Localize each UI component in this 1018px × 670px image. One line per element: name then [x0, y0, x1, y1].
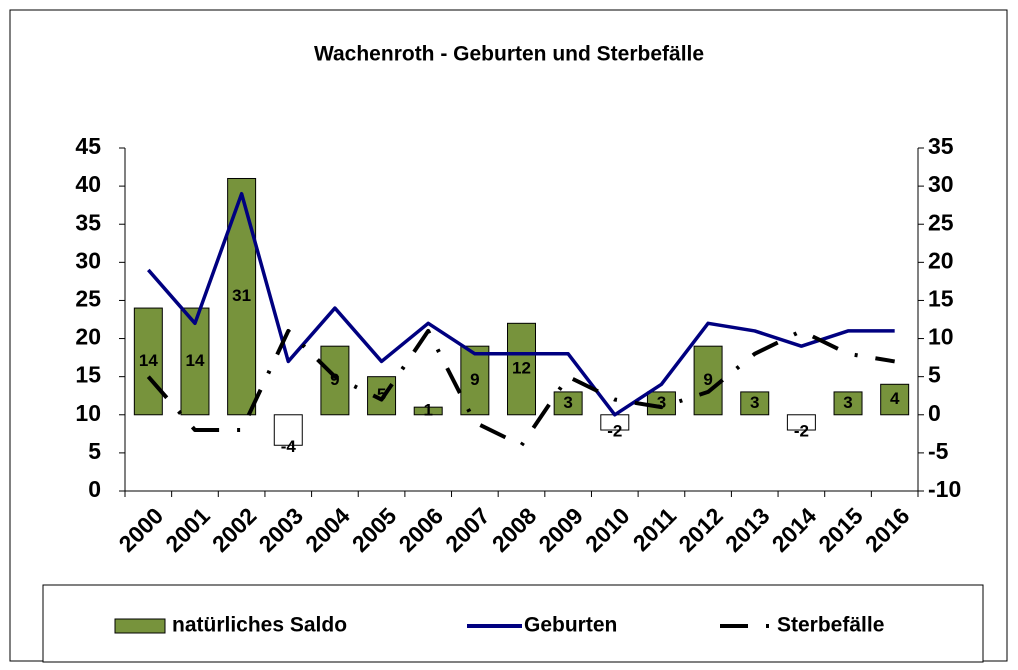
bar [507, 322, 536, 416]
y2-tick-label: 0 [928, 400, 941, 426]
legend-box [42, 584, 984, 663]
data-label: 14 [139, 351, 158, 370]
bar [367, 376, 397, 416]
data-label: -4 [281, 437, 297, 456]
y-tick-label: 15 [75, 362, 101, 388]
y-tick-label: 40 [75, 171, 101, 197]
y-tick-label: 0 [88, 476, 101, 502]
data-label: 14 [186, 351, 205, 370]
bar [180, 307, 210, 416]
y-tick-label: 20 [75, 324, 101, 350]
data-label: 31 [232, 286, 251, 305]
y2-tick-label: 20 [928, 247, 954, 273]
y-tick-label: 25 [75, 286, 101, 312]
data-label: -2 [794, 422, 809, 441]
y-tick-label: 30 [75, 247, 101, 273]
bar [740, 391, 770, 416]
bar [413, 406, 443, 416]
bar [833, 391, 863, 416]
data-label: 4 [890, 389, 900, 408]
y2-tick-label: 10 [928, 324, 954, 350]
bar [786, 414, 816, 431]
legend-label: natürliches Saldo [172, 614, 347, 637]
chart-title: Wachenroth - Geburten und Sterbefälle [314, 43, 704, 66]
y-tick-label: 5 [88, 438, 101, 464]
bar [553, 391, 583, 416]
data-label: 3 [750, 393, 759, 412]
bar [460, 345, 490, 416]
data-label: 3 [657, 393, 666, 412]
y2-tick-label: 25 [928, 209, 954, 235]
data-label: 12 [512, 359, 531, 378]
data-label: 9 [470, 370, 479, 389]
bar [693, 345, 723, 416]
data-label: 9 [330, 370, 339, 389]
y-tick-label: 35 [75, 209, 101, 235]
y2-tick-label: 5 [928, 362, 941, 388]
legend-label: Sterbefälle [777, 614, 884, 637]
data-label: 1 [423, 400, 432, 419]
y2-tick-label: 35 [928, 133, 954, 159]
y-tick-label: 45 [75, 133, 101, 159]
line-series [147, 191, 895, 417]
bar [273, 414, 303, 446]
data-label: 5 [377, 385, 386, 404]
y-tick-label: 10 [75, 400, 101, 426]
bar [133, 307, 163, 416]
data-label: 9 [703, 370, 712, 389]
line-series [146, 328, 895, 448]
legend-label: Geburten [524, 614, 617, 637]
legend-swatch [114, 618, 166, 634]
bar [880, 383, 910, 416]
y2-tick-label: 15 [928, 286, 954, 312]
data-label: -2 [607, 422, 622, 441]
y2-tick-label: -5 [928, 438, 949, 464]
data-label: 3 [563, 393, 572, 412]
y2-tick-label: 30 [928, 171, 954, 197]
data-label: 3 [843, 393, 852, 412]
bar [320, 345, 350, 416]
y2-tick-label: -10 [928, 476, 961, 502]
